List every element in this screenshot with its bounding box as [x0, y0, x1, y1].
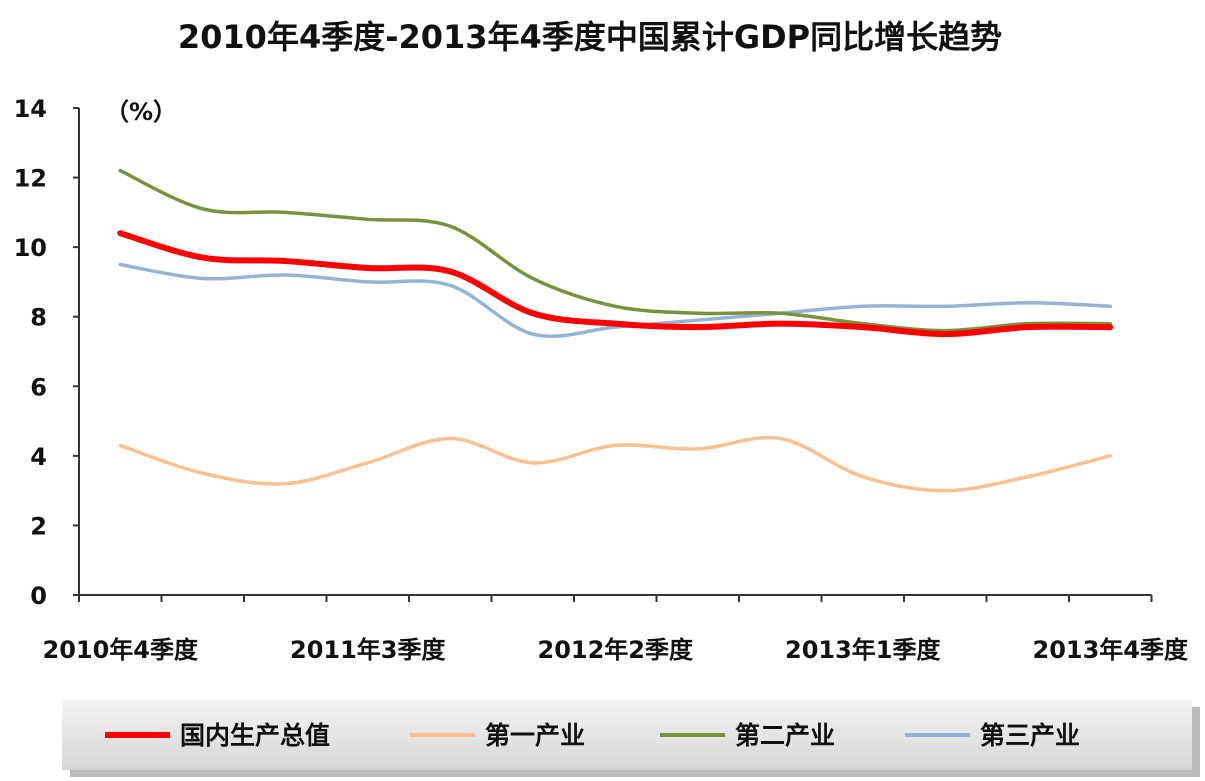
legend-box	[62, 700, 1192, 770]
x-tick-label: 2010年4季度	[43, 636, 199, 664]
series-line-1	[117, 230, 1114, 338]
y-tick-label: 6	[30, 373, 47, 401]
x-tick-label: 2012年2季度	[538, 636, 694, 664]
legend-label: 第三产业	[980, 721, 1080, 750]
series-line-2	[118, 435, 1112, 493]
y-tick-label: 10	[14, 234, 47, 262]
series-line-4	[118, 262, 1112, 339]
y-tick-label: 2	[30, 512, 47, 540]
legend: 国内生产总值 第一产业 第二产业 第三产业	[62, 700, 1200, 777]
y-tick-label: 4	[30, 443, 47, 471]
series-line-3	[118, 168, 1112, 333]
legend-label: 第二产业	[735, 721, 835, 750]
chart-title: 2010年4季度-2013年4季度中国累计GDP同比增长趋势	[178, 18, 1002, 56]
x-tick-label: 2013年4季度	[1033, 636, 1189, 664]
y-tick-label: 14	[14, 95, 47, 123]
y-axis-unit: （%）	[105, 98, 177, 126]
legend-label: 第一产业	[485, 721, 585, 750]
legend-label: 国内生产总值	[180, 721, 330, 750]
series-lines	[117, 168, 1114, 493]
x-tick-label: 2013年1季度	[785, 636, 941, 664]
axes: 0 2 4 6 8 10 12 14 2010年4季度 2011年3季度 2012年2季度 2013年…	[14, 95, 1189, 664]
y-tick-label: 12	[14, 165, 47, 193]
y-tick-label: 0	[30, 582, 47, 610]
x-tick-label: 2011年3季度	[290, 636, 446, 664]
y-tick-label: 8	[30, 304, 47, 332]
